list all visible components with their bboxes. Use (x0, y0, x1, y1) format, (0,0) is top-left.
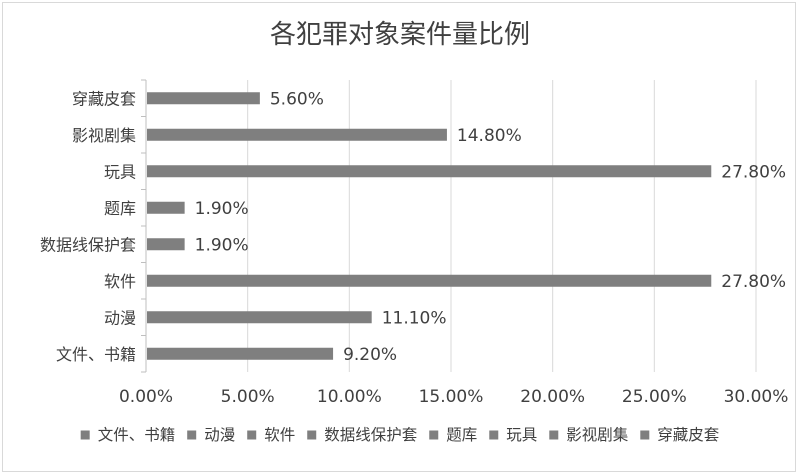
legend-swatch (640, 430, 650, 440)
data-label: 11.10% (382, 308, 447, 328)
legend-item: 数据线保护套 (307, 426, 417, 444)
x-tick-label: 20.00% (520, 387, 585, 407)
bar (147, 92, 260, 105)
legend-label: 影视剧集 (566, 426, 628, 444)
legend-item: 玩具 (489, 426, 537, 444)
category-label: 软件 (104, 272, 136, 291)
x-tick-label: 10.00% (317, 387, 382, 407)
x-tick-label: 25.00% (622, 387, 687, 407)
x-tick-label: 30.00% (724, 387, 789, 407)
data-label: 1.90% (195, 235, 249, 255)
category-label: 数据线保护套 (40, 235, 136, 254)
legend-label: 题库 (446, 426, 477, 444)
x-tick-label: 0.00% (119, 387, 173, 407)
legend-swatch (549, 430, 559, 440)
bar (147, 128, 447, 141)
legend-swatch (187, 430, 197, 440)
data-label: 1.90% (195, 199, 249, 219)
bar (147, 311, 372, 324)
category-label: 题库 (104, 199, 136, 218)
category-label: 影视剧集 (72, 126, 136, 145)
x-tick-label: 15.00% (419, 387, 484, 407)
category-label: 穿藏皮套 (72, 89, 136, 108)
y-axis (141, 79, 147, 373)
legend-label: 软件 (264, 426, 295, 444)
bar (147, 274, 712, 287)
legend-label: 玩具 (506, 426, 537, 444)
legend-swatch (80, 430, 90, 440)
legend-item: 软件 (247, 426, 295, 444)
legend-swatch (247, 430, 257, 440)
value-labels: 5.60% 14.80% 27.80% 1.90% 1.90% 27.80% 11.10% 9… (195, 89, 786, 365)
legend-label: 文件、书籍 (98, 426, 176, 444)
bar (147, 238, 185, 251)
bar (147, 347, 334, 360)
grid-lines (247, 80, 757, 372)
legend-swatch (489, 430, 499, 440)
legend-label: 穿藏皮套 (657, 426, 719, 444)
legend-item: 穿藏皮套 (640, 426, 719, 444)
bar (147, 201, 185, 214)
bars (147, 92, 712, 360)
x-tick-labels: 0.00% 5.00% 10.00% 15.00% 20.00% 25.00% 30.00% (119, 387, 788, 407)
legend-item: 题库 (429, 426, 477, 444)
bar (147, 165, 712, 178)
legend: 文件、书籍 动漫 软件 数据线保护套 题库 玩具 影视剧集 穿藏皮套 (80, 426, 719, 444)
legend-item: 影视剧集 (549, 426, 628, 444)
legend-swatch (307, 430, 317, 440)
category-label: 文件、书籍 (56, 345, 136, 364)
legend-item: 动漫 (187, 426, 235, 444)
legend-label: 数据线保护套 (324, 426, 417, 444)
data-label: 27.80% (721, 272, 786, 292)
chart-title: 各犯罪对象案件量比例 (269, 20, 530, 50)
category-label: 动漫 (104, 308, 136, 327)
legend-item: 文件、书籍 (80, 426, 176, 444)
category-label: 玩具 (104, 162, 136, 181)
chart-frame (2, 2, 796, 472)
data-label: 14.80% (457, 126, 522, 146)
legend-swatch (429, 430, 439, 440)
legend-label: 动漫 (204, 426, 235, 444)
x-tick-label: 5.00% (221, 387, 275, 407)
data-label: 9.20% (343, 345, 397, 365)
data-label: 27.80% (721, 162, 786, 182)
data-label: 5.60% (270, 89, 324, 109)
